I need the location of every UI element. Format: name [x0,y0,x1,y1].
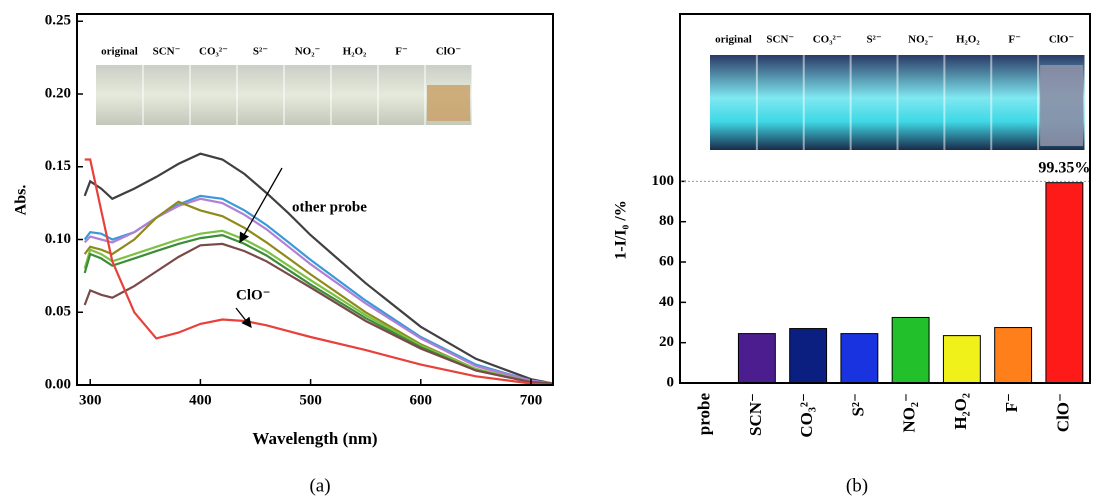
x-tick-label: 500 [299,392,322,408]
inset-label: SCN⁻ [766,34,794,46]
bar [994,327,1033,384]
panel-caption: (a) [309,475,330,496]
annotation-arrow [235,307,252,329]
value-label: 99.35% [1038,159,1090,176]
bar [891,316,930,384]
y-tick-label: 60 [659,253,674,269]
y-tick-label: 0.25 [45,13,71,29]
bar [789,328,828,384]
y-tick-label: 0.05 [45,304,71,320]
y-tick-label: 0.15 [45,158,71,174]
y-tick-label: 0 [667,374,675,390]
inset-label: SCN⁻ [153,46,181,58]
inset-label: CO₃²⁻ [813,34,842,46]
panel-caption: (b) [846,475,868,496]
inset-label: H₂O₂ [343,46,367,58]
spectrum-line [84,158,554,387]
spectrum-line [83,152,554,385]
inset-label: S²⁻ [253,46,268,58]
x-tick-label: CO₃²⁻ [797,393,816,438]
x-tick-label: 400 [189,392,212,408]
y-tick-label: 40 [659,294,674,310]
inset-label: H₂O₂ [956,34,980,46]
spectrum-line [83,242,554,385]
bar [942,335,981,384]
annotation-arrow [239,167,283,244]
x-tick-label: ClO⁻ [1053,393,1072,432]
y-tick-label: 0.00 [45,376,71,392]
x-tick-label: probe [695,393,714,436]
y-tick-label: 0.10 [45,231,71,247]
y-tick-label: 100 [652,173,675,189]
plot-frame [679,13,1091,384]
inset-label: original [715,34,752,46]
inset-label: F⁻ [395,46,408,58]
x-tick-label: S²⁻ [848,393,867,417]
spectrum-line [83,229,554,385]
x-tick-label: H₂O₂ [951,393,970,430]
inset-label: NO₂⁻ [295,46,321,58]
x-tick-label: F⁻ [1002,393,1021,412]
inset-label: ClO⁻ [436,46,462,58]
bar [737,333,776,384]
x-tick-label: 300 [79,392,102,408]
inset-label: ClO⁻ [1049,34,1075,46]
annotation: other probe [292,199,367,215]
y-tick-label: 80 [659,213,674,229]
inset-label: NO₂⁻ [908,34,934,46]
x-tick-label: SCN⁻ [746,393,765,436]
bar [1045,182,1084,384]
spectrum-line [83,197,554,385]
x-axis-label: Wavelength (nm) [252,429,377,448]
clo-vial [427,85,470,121]
x-tick-label: 600 [410,392,433,408]
clo-vial [1040,65,1083,146]
bar [840,333,879,384]
y-axis-label: Abs. [13,185,30,216]
x-tick-label: 700 [520,392,543,408]
inset-label: F⁻ [1008,34,1021,46]
y-tick-label: 0.20 [45,85,71,101]
inset-label: S²⁻ [866,34,881,46]
plot-frame [76,13,554,386]
spectrum-line [83,194,554,385]
y-axis-label: 1-I/I₀ /% [613,200,630,259]
inset-label: CO₃²⁻ [199,46,228,58]
inset-label: original [101,46,138,58]
annotation: ClO⁻ [236,287,271,303]
x-tick-label: NO₂⁻ [900,393,919,433]
y-tick-label: 20 [659,334,674,350]
